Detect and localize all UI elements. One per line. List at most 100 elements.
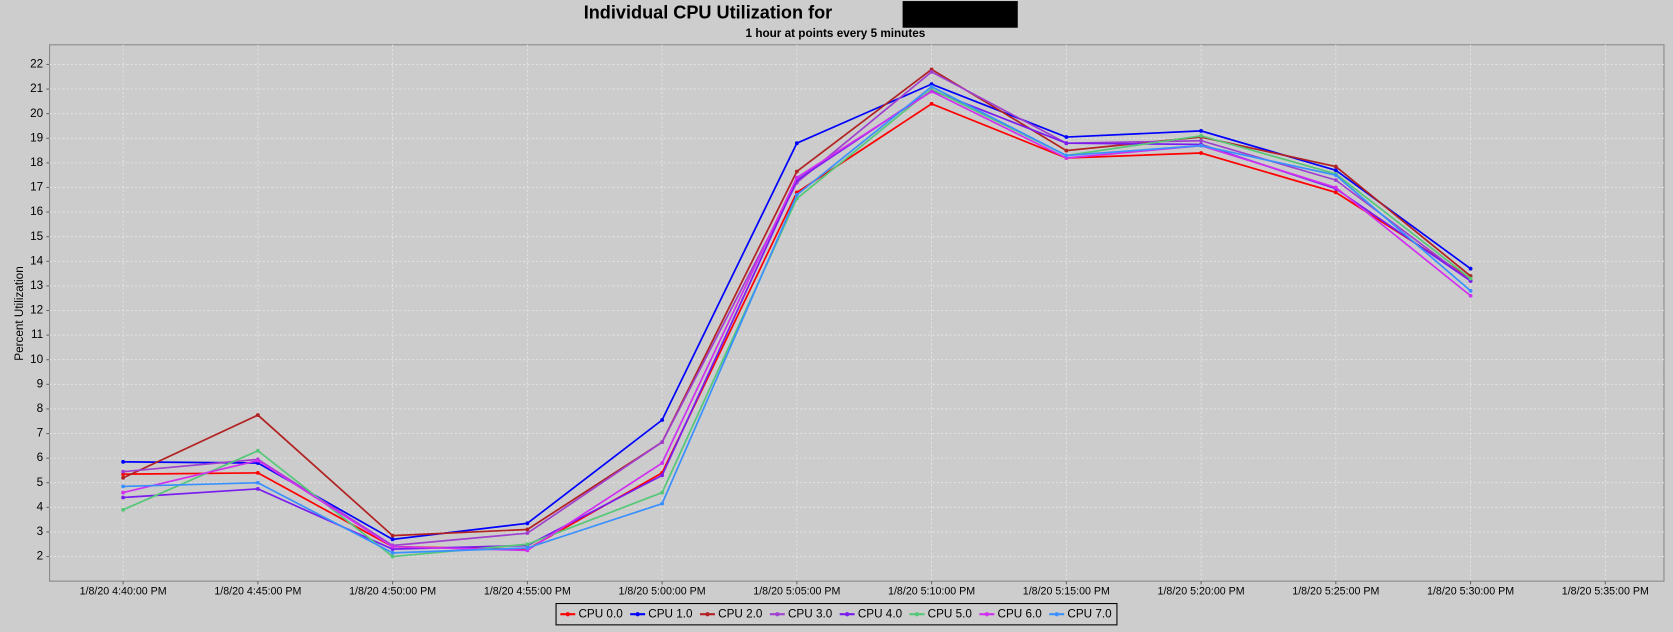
data-point [660,461,665,465]
y-tick-label: 21 [30,82,43,95]
data-point [255,480,260,485]
legend-swatch-dot [914,612,920,617]
legend-label: CPU 3.0 [788,607,833,620]
data-point [1199,133,1204,138]
data-point [390,550,395,555]
data-point [1468,276,1473,281]
data-point [525,527,530,532]
y-tick-label: 6 [37,451,44,464]
data-point [390,554,395,559]
legend-label: CPU 0.0 [578,607,623,620]
y-tick-label: 9 [37,377,44,390]
y-tick-label: 4 [37,500,44,513]
x-tick-label: 1/8/20 5:20:00 PM [1158,586,1245,598]
data-point [1333,173,1338,178]
y-tick-label: 14 [30,254,44,267]
data-point [1064,141,1069,146]
y-tick-label: 19 [30,131,43,144]
y-tick-label: 2 [37,550,44,563]
legend-swatch-dot [635,612,640,617]
data-point [1064,153,1069,158]
data-point [660,473,665,478]
legend-label: CPU 6.0 [998,607,1043,620]
data-point [1199,151,1204,155]
data-point [929,101,934,106]
y-tick-label: 7 [37,427,44,440]
data-point [929,84,934,89]
legend-swatch-dot [1054,612,1059,617]
legend-swatch-dot [845,612,850,617]
redaction [902,1,1018,28]
data-point [660,501,665,506]
data-point [1333,190,1338,195]
data-point [1199,138,1204,143]
x-tick-label: 1/8/20 5:15:00 PM [1023,586,1110,598]
y-tick-label: 5 [37,476,44,489]
legend-swatch-dot [775,612,780,617]
x-tick-label: 1/8/20 5:10:00 PM [888,586,975,598]
data-point [121,490,126,495]
legend-label: CPU 2.0 [718,607,763,620]
data-point [660,440,665,445]
legend-swatch-dot [984,612,989,617]
y-tick-label: 18 [30,156,44,169]
x-tick-label: 1/8/20 5:25:00 PM [1292,586,1379,598]
y-tick-label: 10 [30,353,44,366]
y-tick-label: 16 [30,205,43,218]
legend-label: CPU 5.0 [928,607,973,620]
data-point [121,469,126,474]
legend-swatch-dot [565,612,570,617]
x-tick-label: 1/8/20 4:55:00 PM [484,586,571,598]
x-tick-label: 1/8/20 4:50:00 PM [349,586,436,598]
data-point [1468,293,1473,298]
data-point [1333,164,1338,169]
data-point [255,486,260,491]
data-point [794,175,799,180]
x-tick-label: 1/8/20 4:45:00 PM [214,586,301,598]
y-tick-label: 22 [30,58,43,71]
data-point [121,507,126,512]
data-point [525,531,530,536]
data-point [794,192,799,197]
data-point [390,544,395,549]
data-point [255,458,260,463]
y-tick-label: 15 [30,230,44,243]
y-tick-label: 13 [30,279,43,292]
data-point [1333,178,1338,183]
legend-swatch-dot [705,612,710,617]
data-point [794,141,799,146]
data-point [121,459,126,464]
data-point [794,169,799,174]
data-point [1064,148,1069,153]
x-tick-label: 1/8/20 5:05:00 PM [753,586,840,598]
data-point [121,484,126,489]
data-point [255,448,260,453]
data-point [525,521,530,526]
legend-label: CPU 1.0 [648,607,693,620]
y-tick-label: 11 [31,328,43,341]
x-tick-label: 1/8/20 5:30:00 PM [1427,586,1514,598]
data-point [121,495,126,500]
y-axis-label: Percent Utilization [13,266,26,360]
x-tick-label: 1/8/20 5:00:00 PM [619,586,706,598]
y-tick-label: 3 [37,525,44,538]
y-tick-label: 12 [30,304,43,317]
data-point [1468,266,1473,271]
y-tick-label: 20 [30,107,44,120]
legend-box [555,603,1118,626]
data-point [929,89,934,94]
data-point [1199,143,1204,148]
data-point [1064,135,1069,139]
data-point [1468,288,1473,293]
chart-subtitle: 1 hour at points every 5 minutes [746,27,926,40]
data-point [660,418,665,422]
y-tick-label: 17 [30,181,43,194]
x-tick-label: 1/8/20 4:40:00 PM [80,586,167,598]
data-point [1199,128,1204,133]
legend-label: CPU 7.0 [1067,607,1112,620]
data-point [255,470,260,475]
data-point [660,490,665,495]
data-point [929,69,934,74]
y-tick-label: 8 [37,402,44,415]
